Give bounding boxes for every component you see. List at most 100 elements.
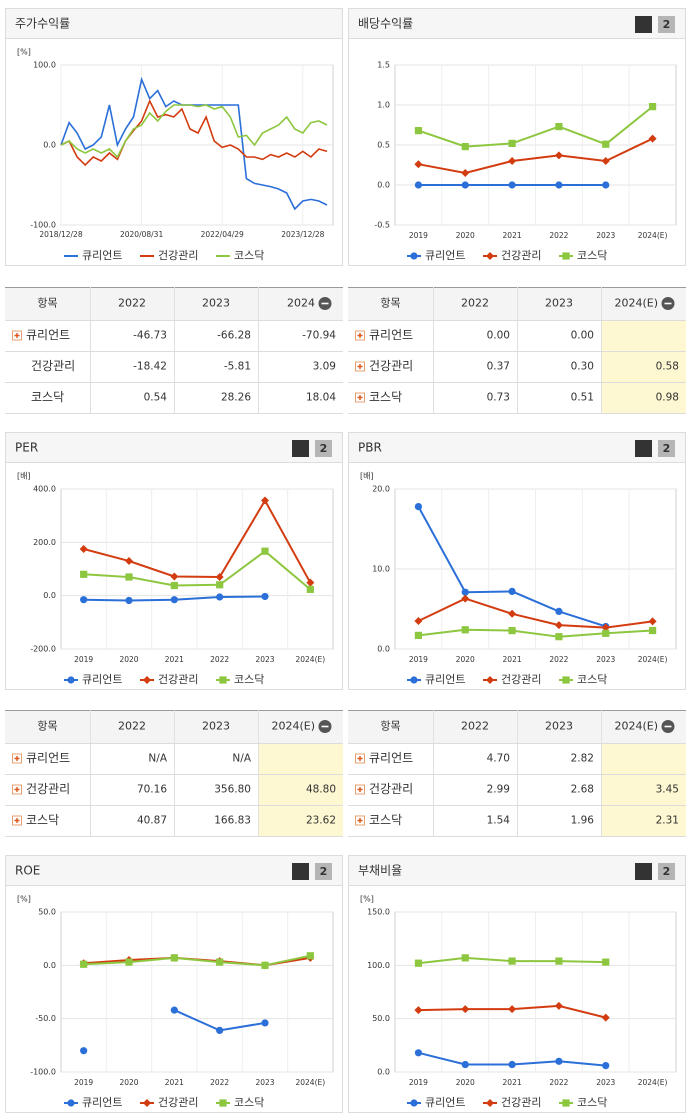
legend-marker xyxy=(562,252,570,260)
page-button[interactable] xyxy=(635,16,652,33)
series-line xyxy=(417,597,653,629)
data-point xyxy=(554,1001,563,1010)
legend-label: 코스닥 xyxy=(234,1096,264,1109)
data-point xyxy=(461,1060,469,1069)
x-tick-label: 2020 xyxy=(456,655,475,664)
table-cell: 1.96 xyxy=(571,815,595,827)
legend-label: 코스닥 xyxy=(577,1096,607,1109)
table-cell: 2.82 xyxy=(571,753,594,765)
expand-icon[interactable] xyxy=(14,756,20,761)
expand-icon[interactable] xyxy=(14,787,20,792)
column-header: 2023 xyxy=(202,297,230,310)
y-tick-label: 100.0 xyxy=(33,61,56,70)
data-point xyxy=(602,181,610,189)
data-point xyxy=(648,617,657,626)
page-button[interactable] xyxy=(635,440,652,457)
page-button-label[interactable]: 2 xyxy=(320,442,328,455)
panel-title: 주가수익률 xyxy=(15,17,70,31)
data-point xyxy=(508,609,517,618)
page-button[interactable] xyxy=(292,440,309,457)
expand-icon[interactable] xyxy=(357,364,363,369)
data-point xyxy=(216,581,224,589)
expand-icon[interactable] xyxy=(14,333,20,338)
y-tick-label: 150.0 xyxy=(367,908,390,917)
x-tick-label: 2022 xyxy=(210,1078,229,1087)
table-cell: 3.45 xyxy=(656,784,679,796)
legend-label: 큐리언트 xyxy=(82,249,122,262)
data-point xyxy=(125,596,133,605)
page-button-label[interactable]: 1 xyxy=(640,865,648,878)
page-button[interactable] xyxy=(315,863,332,880)
page-button[interactable] xyxy=(315,440,332,457)
page-button-label[interactable]: 2 xyxy=(663,865,671,878)
panel xyxy=(5,855,343,1113)
data-point xyxy=(648,626,657,635)
data-point xyxy=(80,596,88,604)
x-tick-label: 2021 xyxy=(503,655,522,664)
column-header: 2022 xyxy=(461,297,489,310)
page-button[interactable] xyxy=(292,863,309,880)
table-cell: N/A xyxy=(232,753,251,765)
page-button[interactable] xyxy=(658,16,675,33)
x-tick-label: 2019 xyxy=(409,655,428,664)
page-button-label[interactable]: 1 xyxy=(640,18,648,31)
x-tick-label: 2022 xyxy=(549,655,568,664)
x-tick-label: 2019 xyxy=(74,1078,93,1087)
x-tick-label: 2020 xyxy=(119,655,138,664)
panel-title: PER xyxy=(15,441,38,455)
data-point xyxy=(555,607,563,616)
row-label: 건강관리 xyxy=(369,782,413,796)
legend-label: 코스닥 xyxy=(577,673,607,686)
expand-icon[interactable] xyxy=(357,395,363,400)
data-point xyxy=(261,496,269,505)
data-point xyxy=(125,573,133,581)
page-button[interactable] xyxy=(658,440,675,457)
page-button-label[interactable]: 1 xyxy=(297,442,305,455)
table-cell: 1.54 xyxy=(487,815,511,827)
y-tick-label: 200.0 xyxy=(33,538,56,547)
y-tick-label: 0.0 xyxy=(377,645,390,654)
page-button[interactable] xyxy=(635,863,652,880)
legend-label: 코스닥 xyxy=(577,249,607,262)
y-tick-label: 0.5 xyxy=(377,141,390,150)
column-header: 2022 xyxy=(461,720,489,733)
page-button-label[interactable]: 1 xyxy=(297,865,305,878)
column-header: 2024(E) xyxy=(271,720,315,733)
legend-marker xyxy=(562,1099,570,1107)
column-header: 항목 xyxy=(380,720,400,733)
expand-icon[interactable] xyxy=(357,333,363,338)
legend-label: 큐리언트 xyxy=(425,673,465,686)
data-point xyxy=(414,959,423,967)
row-label: 코스닥 xyxy=(369,390,402,404)
table-cell: 2.68 xyxy=(571,784,594,796)
expand-icon[interactable] xyxy=(357,818,363,823)
page-button-label[interactable]: 2 xyxy=(663,18,671,31)
expand-icon[interactable] xyxy=(357,756,363,761)
legend-marker xyxy=(486,676,494,684)
series-line xyxy=(60,104,328,159)
row-label: 건강관리 xyxy=(26,782,70,796)
column-header: 2022 xyxy=(118,720,146,733)
y-tick-label: 400.0 xyxy=(33,485,56,494)
page-button-label[interactable]: 1 xyxy=(640,442,648,455)
x-tick-label: 2019 xyxy=(74,655,93,664)
page-button-label[interactable]: 2 xyxy=(663,442,671,455)
data-point xyxy=(461,626,469,634)
data-point xyxy=(170,581,178,590)
page-button-label[interactable]: 2 xyxy=(320,865,328,878)
y-tick-label: 10.0 xyxy=(372,565,390,574)
series-line xyxy=(83,954,311,967)
data-point xyxy=(508,587,516,596)
data-point xyxy=(414,127,423,135)
expand-icon[interactable] xyxy=(14,818,20,823)
x-tick-label: 2022/04/29 xyxy=(201,230,244,239)
x-tick-label: 2019 xyxy=(409,231,428,240)
table-cell: -5.81 xyxy=(224,361,251,373)
y-tick-label: 1.5 xyxy=(377,61,390,70)
expand-icon[interactable] xyxy=(357,787,363,792)
panel-title: PBR xyxy=(358,441,382,455)
page-button[interactable] xyxy=(658,863,675,880)
data-point xyxy=(170,1006,178,1014)
panel xyxy=(348,8,686,266)
column-header: 2024(E) xyxy=(614,297,658,310)
